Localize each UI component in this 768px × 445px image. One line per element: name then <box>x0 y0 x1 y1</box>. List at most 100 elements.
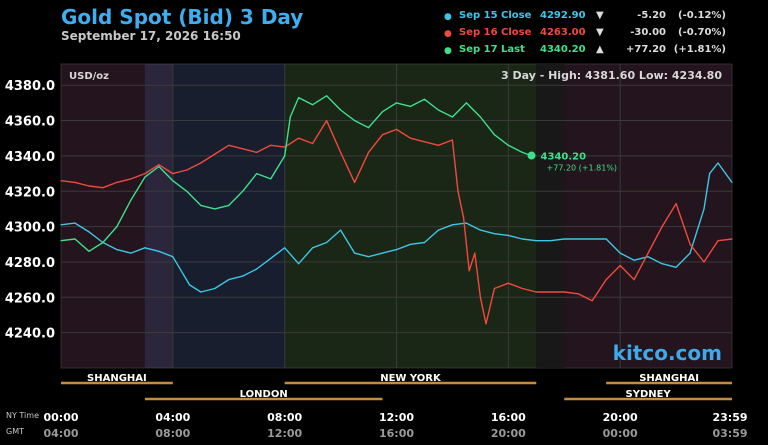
data-point <box>521 287 523 290</box>
data-point <box>354 120 356 122</box>
data-point <box>367 127 370 129</box>
legend-change: +77.20 <box>625 44 666 55</box>
data-point <box>465 222 467 224</box>
data-point <box>409 137 412 139</box>
time-tick-label: 23:59 <box>712 411 747 424</box>
data-point <box>367 256 370 258</box>
data-point <box>409 243 412 245</box>
data-point <box>605 279 607 281</box>
data-point <box>507 144 509 146</box>
legend-name: Sep 15 Close <box>459 10 532 21</box>
data-point <box>340 109 342 111</box>
time-tick-label: 00:00 <box>603 427 638 440</box>
data-point <box>474 252 476 254</box>
data-point <box>270 144 272 146</box>
time-tick-label: 00:00 <box>43 411 78 424</box>
down-arrow-icon: ▼ <box>596 10 604 21</box>
data-point <box>451 116 453 118</box>
data-point <box>703 208 705 210</box>
time-tick-label: 04:00 <box>43 427 78 440</box>
time-tick-label: 04:00 <box>155 411 190 424</box>
data-point <box>144 176 146 178</box>
data-point <box>507 234 509 236</box>
data-point <box>563 291 565 293</box>
legend-price: 4292.90 <box>540 10 586 21</box>
data-point <box>270 178 272 180</box>
series-line <box>60 95 532 252</box>
data-point <box>74 181 76 183</box>
data-point <box>381 252 384 254</box>
data-point <box>116 249 118 251</box>
data-point <box>144 173 146 175</box>
legend-item-sep16: ● Sep 16 Close 4263.00 ▼ -30.00 (-0.70%) <box>444 27 754 44</box>
legend: ● Sep 15 Close 4292.90 ▼ -5.20 (-0.12%) … <box>444 10 754 61</box>
data-point <box>214 208 216 210</box>
data-point <box>270 257 272 259</box>
legend-item-sep17: ● Sep 17 Last 4340.20 ▲ +77.20 (+1.81%) <box>444 44 754 61</box>
data-point <box>381 111 384 113</box>
last-point-change: +77.20 (+1.81%) <box>547 164 618 173</box>
data-point <box>591 300 593 302</box>
data-point <box>709 173 711 175</box>
down-arrow-icon: ▼ <box>596 27 604 38</box>
session-label: LONDON <box>240 389 288 400</box>
data-point <box>354 252 356 254</box>
data-point <box>326 95 328 97</box>
data-point <box>186 190 188 192</box>
data-point <box>312 247 314 249</box>
data-point <box>354 181 356 183</box>
data-point <box>88 250 90 252</box>
data-point <box>717 240 719 242</box>
y-tick-label: 4240.0 <box>5 327 55 342</box>
data-point <box>256 173 258 175</box>
data-point <box>158 164 160 166</box>
time-tick-label: 16:00 <box>491 411 526 424</box>
data-point <box>326 241 328 244</box>
data-point <box>298 263 300 265</box>
up-arrow-icon: ▲ <box>596 44 604 55</box>
time-row-label: GMT <box>6 427 24 436</box>
data-point <box>284 146 286 148</box>
data-point <box>395 102 398 104</box>
time-tick-label: 16:00 <box>379 427 414 440</box>
last-point-label: 4340.20 <box>541 152 587 163</box>
data-point <box>493 233 495 235</box>
data-point <box>214 153 216 155</box>
data-point <box>535 240 537 242</box>
data-point <box>675 203 677 205</box>
data-point <box>485 323 487 325</box>
data-point <box>549 291 551 293</box>
legend-name: Sep 17 Last <box>459 44 525 55</box>
data-point <box>507 282 509 284</box>
time-tick-label: 08:00 <box>155 427 190 440</box>
data-point <box>172 180 174 182</box>
series-sep-16-close <box>60 119 733 325</box>
data-point <box>256 151 258 153</box>
data-point <box>577 238 579 240</box>
session-band <box>61 64 173 368</box>
data-point <box>74 238 76 240</box>
session-band <box>284 64 537 368</box>
data-point <box>172 173 174 175</box>
data-point <box>479 229 481 231</box>
data-point <box>423 98 426 100</box>
data-point <box>521 151 523 153</box>
session-label: NEW YORK <box>380 373 442 384</box>
data-point <box>186 169 188 171</box>
data-point <box>549 240 551 242</box>
y-tick-label: 4300.0 <box>5 221 55 236</box>
data-point <box>60 180 62 182</box>
time-tick-label: 08:00 <box>267 411 302 424</box>
data-point <box>60 224 62 226</box>
time-tick-label: 12:00 <box>379 411 414 424</box>
legend-change: -30.00 <box>630 27 666 38</box>
data-point <box>661 263 663 265</box>
data-point <box>409 105 412 107</box>
data-point <box>326 120 328 122</box>
last-point-marker <box>527 151 536 160</box>
data-point <box>88 185 90 187</box>
data-point <box>180 270 182 272</box>
data-point <box>535 291 537 293</box>
data-point <box>647 256 649 258</box>
legend-dot-icon: ● <box>444 12 452 22</box>
